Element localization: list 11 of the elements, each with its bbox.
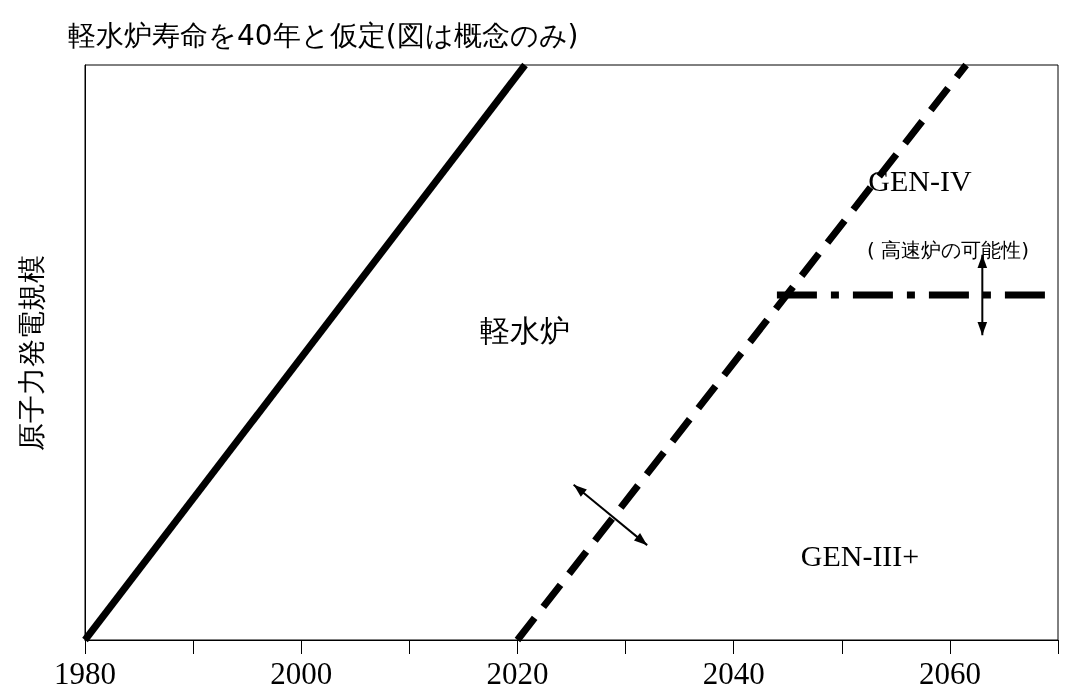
annotation: 軽水炉	[480, 312, 570, 348]
x-tick-label: 2000	[270, 656, 333, 691]
x-tick-label: 2060	[918, 656, 981, 691]
chart-title: 軽水炉寿命を40年と仮定(図は概念のみ)	[68, 18, 579, 52]
annotation: GEN-III+	[800, 538, 920, 572]
y-axis-title: 原子力発電規模	[14, 254, 48, 451]
x-tick-label: 2040	[702, 656, 765, 691]
annotation: ( 高速炉の可能性)	[867, 238, 1029, 262]
x-tick-label: 1980	[54, 656, 116, 691]
x-tick-label: 2020	[486, 656, 549, 691]
annotation: GEN-IV	[868, 163, 972, 197]
